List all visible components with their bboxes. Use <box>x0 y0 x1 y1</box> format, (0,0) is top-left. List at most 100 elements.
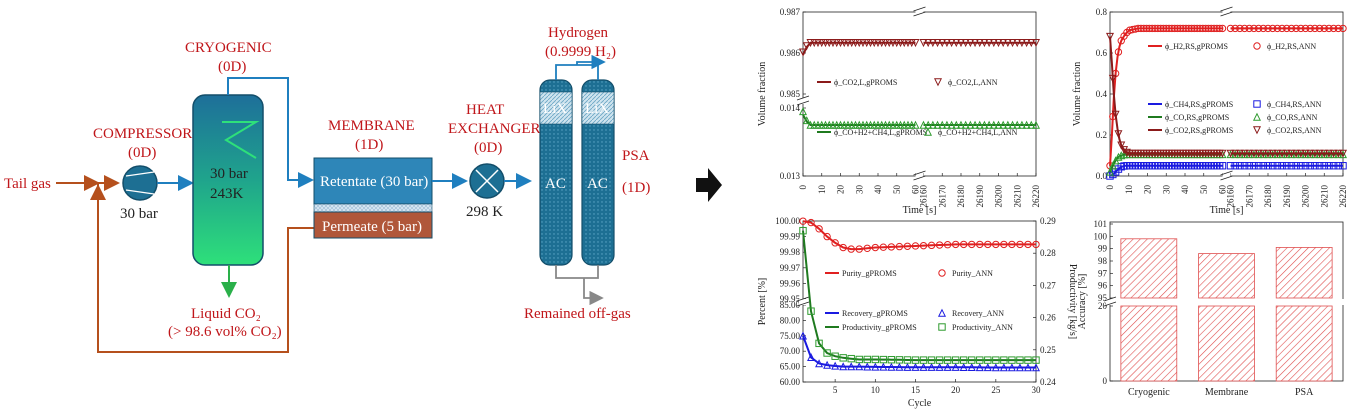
series-1 <box>798 39 1041 57</box>
data-point <box>1278 24 1286 33</box>
y-axis-break-gap <box>799 98 807 104</box>
data-point <box>1024 240 1032 249</box>
data-point <box>919 356 928 364</box>
data-point <box>1306 24 1314 33</box>
y-tick-label: 60.00 <box>780 377 801 387</box>
bar-cryogenic-lower <box>1120 305 1178 382</box>
data-point <box>1324 149 1333 158</box>
data-point <box>1134 24 1142 33</box>
data-point <box>1182 24 1190 33</box>
data-point <box>959 240 968 249</box>
data-point <box>956 120 966 129</box>
data-point <box>871 243 880 252</box>
data-point <box>911 242 920 250</box>
x-tick-label: 26160 <box>1226 185 1236 208</box>
data-point <box>1254 24 1263 33</box>
series-3 <box>798 331 1041 372</box>
data-point <box>815 225 823 233</box>
data-point <box>1015 363 1024 372</box>
data-point <box>1218 162 1227 170</box>
data-point <box>839 243 847 252</box>
offgas-stream <box>555 265 602 298</box>
data-point <box>1250 162 1258 170</box>
psa-model: (1D) <box>622 180 650 196</box>
psa-title: PSA <box>622 148 650 164</box>
y-tick-label: 20 <box>1098 301 1108 311</box>
legend-swatch <box>937 308 947 317</box>
compressor-pressure: 30 bar <box>120 206 158 222</box>
data-point <box>802 42 811 51</box>
data-point <box>1022 39 1031 48</box>
x-tick-label: 0 <box>1105 185 1115 190</box>
data-point <box>928 120 937 129</box>
hydrogen-label: Hydrogen <box>548 25 608 41</box>
data-point <box>831 239 839 247</box>
data-point <box>879 355 888 364</box>
data-point <box>1236 162 1244 170</box>
x-tick-label: 30 <box>854 185 864 195</box>
data-point <box>992 356 1000 364</box>
data-point <box>1204 24 1213 33</box>
data-point <box>1259 162 1268 170</box>
legend-label: ϕ_H2,RS,gPROMS <box>1165 42 1228 51</box>
y-tick-label: 85.00 <box>780 300 801 310</box>
data-point <box>1187 24 1196 33</box>
data-point <box>1320 162 1328 170</box>
data-point <box>903 356 912 364</box>
data-point <box>1287 149 1296 158</box>
heat-exchanger-title-2: EXCHANGER <box>448 121 541 137</box>
data-point <box>1117 141 1126 150</box>
data-point <box>927 356 936 364</box>
data-point <box>1245 162 1253 170</box>
data-point <box>927 362 936 371</box>
data-point <box>1173 24 1182 33</box>
x-tick-label: 26180 <box>956 185 966 208</box>
data-point <box>1296 149 1305 158</box>
data-point <box>895 242 904 251</box>
data-point <box>831 352 839 360</box>
data-point <box>1245 24 1253 33</box>
x-tick-label: 50 <box>892 185 902 195</box>
legend-label: Purity_ANN <box>952 269 993 278</box>
data-point <box>994 120 1003 129</box>
data-point <box>1201 24 1210 33</box>
data-point <box>1111 110 1120 119</box>
y-axis-break-gap <box>1106 299 1114 305</box>
data-point <box>951 356 960 364</box>
data-point <box>887 356 896 364</box>
membrane-unit-icon <box>313 157 433 239</box>
data-point <box>1218 149 1227 158</box>
y-tick-label: 98 <box>1098 256 1108 266</box>
x-tick-label: 40 <box>1180 185 1190 195</box>
data-point <box>799 226 807 235</box>
legend-swatch <box>1253 42 1261 50</box>
plot-frame <box>802 11 1037 177</box>
y-tick-label: 97 <box>1098 268 1108 278</box>
y-tick-label: 99.98 <box>780 247 801 257</box>
data-point <box>1264 24 1272 33</box>
x-axis-break-top-gap <box>1222 9 1231 15</box>
data-point <box>1027 39 1036 48</box>
x-axis-break-top <box>1220 6 1233 17</box>
data-point <box>1226 149 1235 158</box>
data-point <box>911 356 920 364</box>
data-point <box>1292 149 1301 158</box>
legend-swatch <box>933 78 943 87</box>
data-point <box>935 362 944 371</box>
data-point <box>847 245 855 253</box>
data-point <box>1329 24 1338 33</box>
data-point <box>1215 24 1224 33</box>
data-point <box>1199 24 1207 33</box>
data-point <box>975 39 984 48</box>
compressor-icon <box>122 165 158 201</box>
x-axis-label: Time [s] <box>1210 205 1244 216</box>
data-point <box>1334 24 1343 33</box>
y-tick-label: 0.2 <box>1096 130 1107 140</box>
data-point <box>1185 24 1193 33</box>
legend-label: ϕ_CH4,RS,ANN <box>1267 100 1322 109</box>
y-axis-label: Volume fraction <box>1072 62 1083 127</box>
data-point <box>1235 149 1244 158</box>
x-axis-break-bottom-gap <box>1222 173 1231 179</box>
compressor-title: COMPRESSOR <box>93 126 192 142</box>
